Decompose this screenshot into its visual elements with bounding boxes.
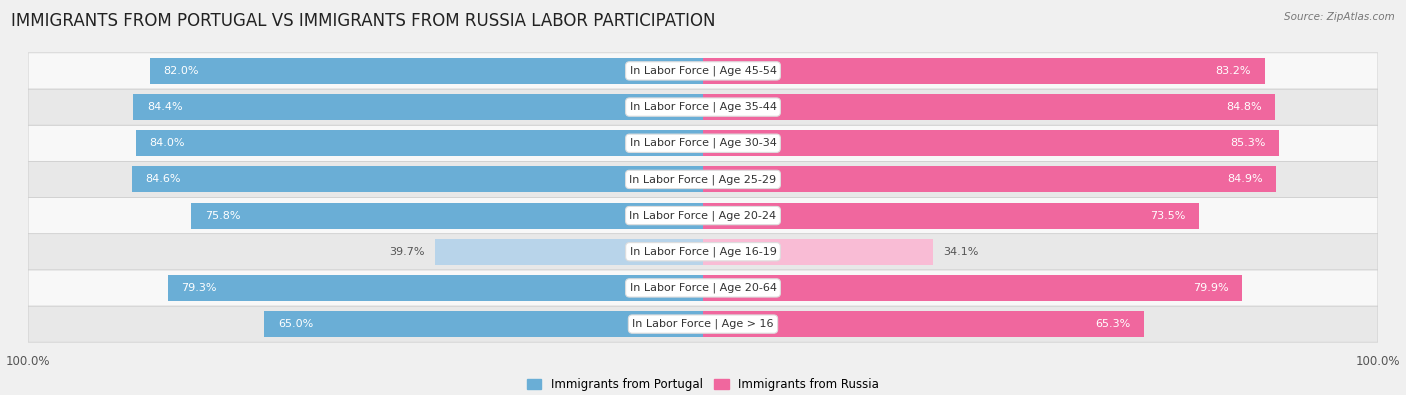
Text: 65.0%: 65.0% [278,319,314,329]
Bar [703,94,1275,120]
Text: 84.0%: 84.0% [149,138,186,148]
Legend: Immigrants from Portugal, Immigrants from Russia: Immigrants from Portugal, Immigrants fro… [522,373,884,395]
Bar [703,239,934,265]
Text: 84.4%: 84.4% [146,102,183,112]
FancyBboxPatch shape [28,306,1378,342]
Text: IMMIGRANTS FROM PORTUGAL VS IMMIGRANTS FROM RUSSIA LABOR PARTICIPATION: IMMIGRANTS FROM PORTUGAL VS IMMIGRANTS F… [11,12,716,30]
Text: In Labor Force | Age 35-44: In Labor Force | Age 35-44 [630,102,776,112]
Text: In Labor Force | Age 20-24: In Labor Force | Age 20-24 [630,210,776,221]
Text: In Labor Force | Age > 16: In Labor Force | Age > 16 [633,319,773,329]
Bar [703,275,1243,301]
FancyBboxPatch shape [28,234,1378,270]
Text: 65.3%: 65.3% [1095,319,1130,329]
Text: In Labor Force | Age 16-19: In Labor Force | Age 16-19 [630,246,776,257]
Bar [191,203,703,229]
Text: In Labor Force | Age 20-64: In Labor Force | Age 20-64 [630,283,776,293]
Bar [703,130,1278,156]
Bar [703,166,1277,192]
Text: In Labor Force | Age 45-54: In Labor Force | Age 45-54 [630,66,776,76]
Text: 34.1%: 34.1% [943,247,979,257]
Text: 84.9%: 84.9% [1227,175,1263,184]
Bar [703,203,1199,229]
Text: In Labor Force | Age 30-34: In Labor Force | Age 30-34 [630,138,776,149]
Text: 85.3%: 85.3% [1230,138,1265,148]
Bar [167,275,703,301]
Bar [136,130,703,156]
Bar [149,58,703,84]
Bar [132,166,703,192]
FancyBboxPatch shape [28,53,1378,89]
FancyBboxPatch shape [28,161,1378,198]
Text: 84.8%: 84.8% [1226,102,1261,112]
Text: 79.9%: 79.9% [1194,283,1229,293]
FancyBboxPatch shape [28,125,1378,161]
FancyBboxPatch shape [28,89,1378,125]
Text: 83.2%: 83.2% [1216,66,1251,76]
FancyBboxPatch shape [28,198,1378,234]
Text: In Labor Force | Age 25-29: In Labor Force | Age 25-29 [630,174,776,185]
Text: 73.5%: 73.5% [1150,211,1185,220]
FancyBboxPatch shape [28,270,1378,306]
Bar [134,94,703,120]
Bar [703,311,1143,337]
Bar [434,239,703,265]
Bar [264,311,703,337]
Text: 84.6%: 84.6% [146,175,181,184]
Text: 79.3%: 79.3% [181,283,217,293]
Bar [703,58,1264,84]
Text: Source: ZipAtlas.com: Source: ZipAtlas.com [1284,12,1395,22]
Text: 39.7%: 39.7% [389,247,425,257]
Text: 75.8%: 75.8% [205,211,240,220]
Text: 82.0%: 82.0% [163,66,198,76]
